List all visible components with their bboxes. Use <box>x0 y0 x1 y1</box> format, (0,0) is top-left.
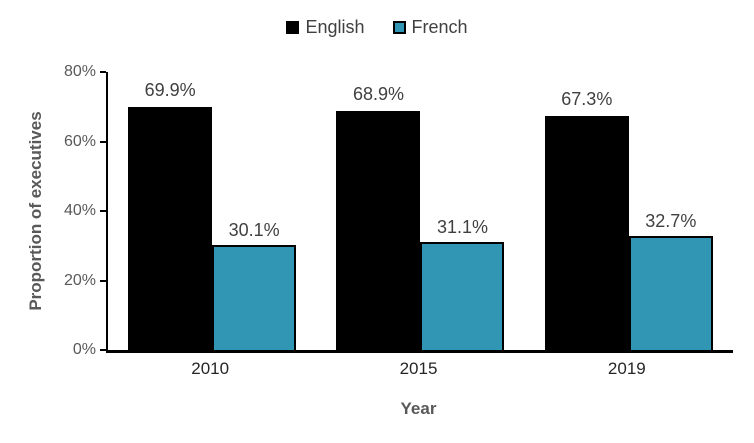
data-label-french-2010: 30.1% <box>228 220 280 241</box>
legend-label-english: English <box>305 17 365 37</box>
data-label-english-2019: 67.3% <box>561 89 613 110</box>
ytick-mark-40 <box>100 210 106 212</box>
bar-french-2019: 32.7% <box>628 212 713 350</box>
ytick-label-0: 0% <box>72 341 96 358</box>
bar-french-2015: 31.1% <box>420 218 505 350</box>
ytick-label-40: 40% <box>63 202 96 219</box>
data-label-french-2019: 32.7% <box>645 211 697 232</box>
x-axis-tick-labels: 2010 2015 2019 <box>106 360 731 377</box>
ytick-mark-80 <box>100 71 106 73</box>
legend-swatch-english <box>286 20 300 34</box>
legend-swatch-french <box>392 20 406 34</box>
bar-french-2010: 30.1% <box>212 221 297 350</box>
bar-group-2010: 69.9% 30.1% <box>108 72 316 350</box>
ytick-mark-60 <box>100 140 106 143</box>
bar-english-2019: 67.3% <box>544 90 629 350</box>
data-label-english-2015: 68.9% <box>352 83 405 104</box>
bar-groups: 69.9% 30.1% 68.9% 31.1% 67.3% 32.7% <box>108 72 733 350</box>
bar-group-2019: 67.3% 32.7% <box>525 72 733 350</box>
xtick-label-2010: 2010 <box>191 359 230 378</box>
plot-area: 69.9% 30.1% 68.9% 31.1% 67.3% 32.7% <box>100 71 733 353</box>
bar-english-2010: 69.9% <box>128 81 213 350</box>
y-axis-tick-labels: 0% 20% 40% 60% 80% <box>38 64 96 358</box>
bar-group-2015: 68.9% 31.1% <box>316 72 524 350</box>
legend: English French <box>0 18 754 36</box>
legend-item-french: French <box>392 17 468 37</box>
xtick-label-2015: 2015 <box>399 359 438 378</box>
bar-english-2015: 68.9% <box>336 85 421 350</box>
ytick-label-80: 80% <box>63 63 96 80</box>
xtick-label-2019: 2019 <box>607 359 646 378</box>
legend-label-french: French <box>411 17 468 37</box>
ytick-mark-0 <box>100 349 106 351</box>
ytick-mark-20 <box>100 279 106 282</box>
legend-item-english: English <box>286 17 365 37</box>
x-axis-title: Year <box>400 399 437 418</box>
ytick-label-20: 20% <box>63 271 96 289</box>
data-label-french-2015: 31.1% <box>436 216 489 237</box>
ytick-label-60: 60% <box>63 132 96 150</box>
data-label-english-2010: 69.9% <box>144 80 196 101</box>
